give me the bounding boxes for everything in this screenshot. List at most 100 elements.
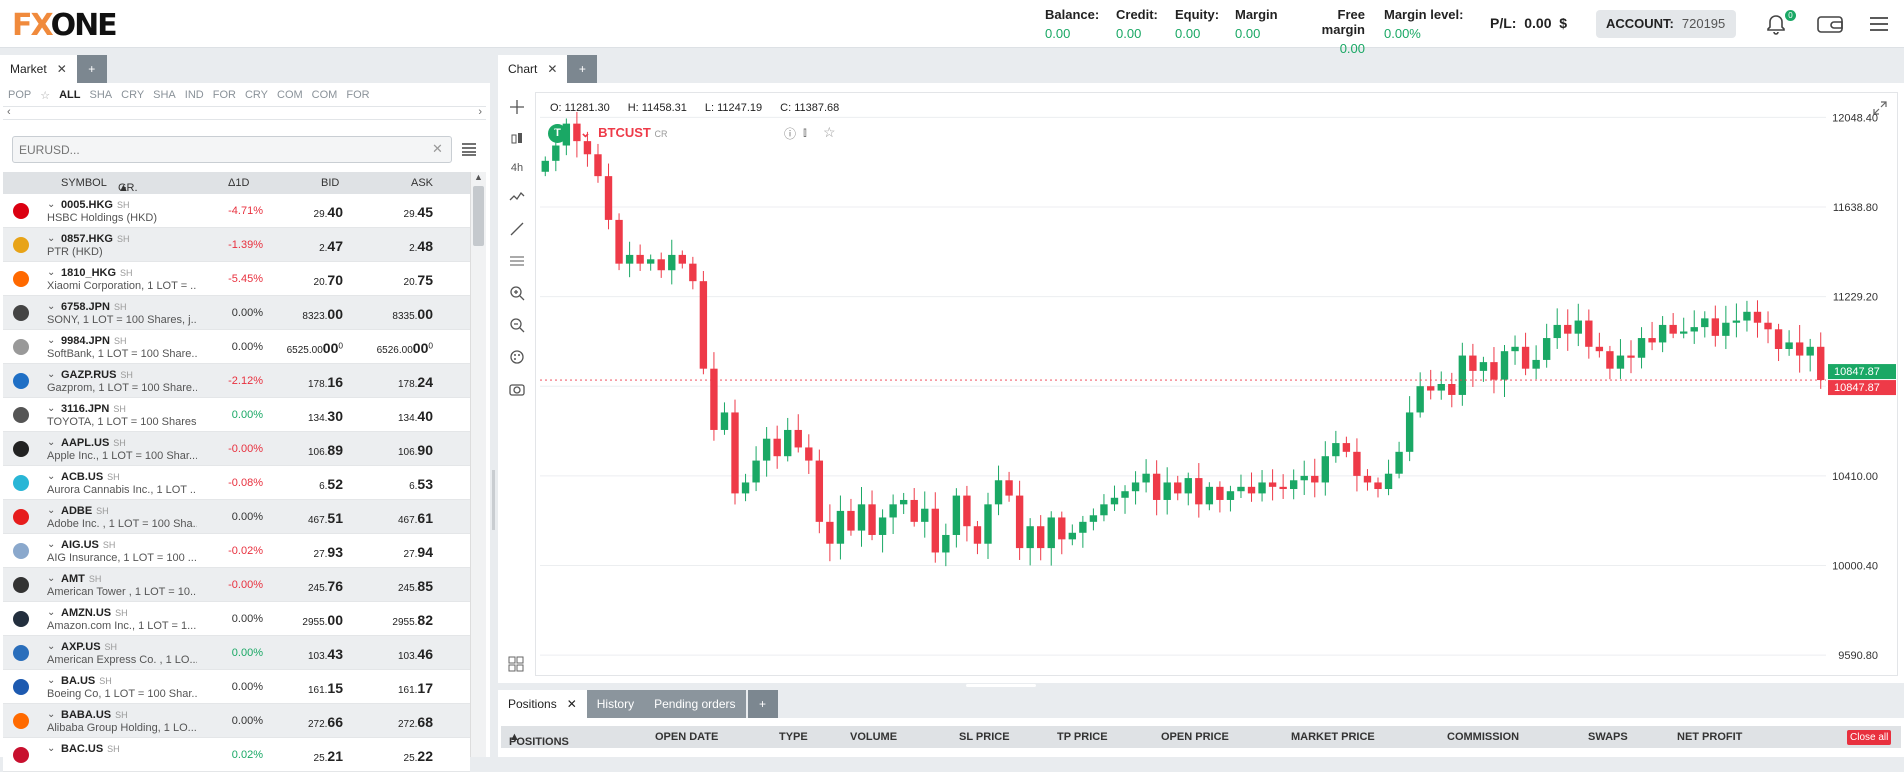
table-row[interactable]: ⌄ AXP.US SH American Express Co. , 1 LO... 0… xyxy=(3,636,470,670)
row-ask[interactable]: 8335.00 xyxy=(392,306,433,322)
filter-scrollbar[interactable]: ‹ › xyxy=(3,106,486,120)
table-row[interactable]: ⌄ BAC.US SH 0.02% 25.21 25.22 xyxy=(3,738,470,772)
fibonacci-icon[interactable] xyxy=(509,245,525,277)
row-bid[interactable]: 161.15 xyxy=(307,680,343,696)
col-bid[interactable]: BID xyxy=(321,177,340,189)
expand-chevron-icon[interactable]: ⌄ xyxy=(47,437,56,448)
filter-item[interactable]: COM xyxy=(311,89,338,101)
col-ask[interactable]: ASK xyxy=(411,177,434,189)
expand-chevron-icon[interactable]: ⌄ xyxy=(47,233,56,244)
camera-icon[interactable] xyxy=(509,373,525,405)
add-tab-button[interactable]: + xyxy=(76,55,107,83)
expand-chevron-icon[interactable]: ⌄ xyxy=(47,301,56,312)
compare-icon[interactable]: ⫾ xyxy=(803,125,807,139)
table-row[interactable]: ⌄ GAZP.RUS SH Gazprom, 1 LOT = 100 Share...… xyxy=(3,364,470,398)
symbol-selector[interactable]: ⌄ BTCUST CR xyxy=(580,125,668,140)
brand-logo[interactable]: FXONE xyxy=(12,8,118,43)
table-row[interactable]: ⌄ 0005.HKG SH HSBC Holdings (HKD) -4.71% 29.4… xyxy=(3,194,470,228)
wallet-icon[interactable] xyxy=(1815,12,1845,36)
panel-splitter[interactable] xyxy=(966,684,1036,687)
col-net-profit[interactable]: NET PROFIT xyxy=(1677,731,1743,743)
palette-icon[interactable] xyxy=(509,341,525,373)
clear-icon[interactable]: ✕ xyxy=(432,141,443,156)
account-selector[interactable]: ACCOUNT: 720195 xyxy=(1596,10,1736,38)
row-ask[interactable]: 161.17 xyxy=(397,680,433,696)
expand-chevron-icon[interactable]: ⌄ xyxy=(47,607,56,618)
expand-chevron-icon[interactable]: ⌄ xyxy=(47,505,56,516)
filter-item[interactable]: SHA xyxy=(153,89,176,101)
filter-pop[interactable]: POP xyxy=(8,89,32,101)
row-bid[interactable]: 245.76 xyxy=(307,578,343,594)
row-ask[interactable]: 2955.82 xyxy=(392,612,433,628)
zoom-out-icon[interactable] xyxy=(509,309,525,341)
table-row[interactable]: ⌄ AMT SH American Tower , 1 LOT = 10... -0.0… xyxy=(3,568,470,602)
table-row[interactable]: ⌄ BA.US SH Boeing Co, 1 LOT = 100 Shar... 0.… xyxy=(3,670,470,704)
row-bid[interactable]: 2955.00 xyxy=(302,612,343,628)
table-row[interactable]: ⌄ ADBE SH Adobe Inc. , 1 LOT = 100 Sha... 0.… xyxy=(3,500,470,534)
row-ask[interactable]: 27.94 xyxy=(403,544,433,560)
search-input[interactable] xyxy=(12,136,452,163)
col-change[interactable]: Δ1D xyxy=(228,177,250,189)
add-tab-button[interactable]: + xyxy=(747,690,778,718)
expand-chevron-icon[interactable]: ⌄ xyxy=(47,335,56,346)
expand-chevron-icon[interactable]: ⌄ xyxy=(47,539,56,550)
col-commission[interactable]: COMMISSION xyxy=(1447,731,1520,743)
table-row[interactable]: ⌄ AMZN.US SH Amazon.com Inc., 1 LOT = 1... 0… xyxy=(3,602,470,636)
row-bid[interactable]: 106.89 xyxy=(307,442,343,458)
expand-chevron-icon[interactable]: ⌄ xyxy=(47,471,56,482)
close-icon[interactable]: ✕ xyxy=(56,62,67,76)
table-row[interactable]: ⌄ 1810_HKG SH Xiaomi Corporation, 1 LOT = .… xyxy=(3,262,470,296)
filter-item[interactable]: COM xyxy=(277,89,303,101)
star-icon[interactable]: ☆ xyxy=(40,90,51,102)
menu-icon[interactable] xyxy=(1868,14,1890,34)
row-ask[interactable]: 103.46 xyxy=(397,646,433,662)
table-row[interactable]: ⌄ 9984.JPN SH SoftBank, 1 LOT = 100 Share..… xyxy=(3,330,470,364)
row-bid[interactable]: 2.47 xyxy=(319,238,343,254)
table-row[interactable]: ⌄ BABA.US SH Alibaba Group Holding, 1 LO...… xyxy=(3,704,470,738)
candlestick-chart[interactable]: 12048.40 11638.80 11229.20 10410.00 10000.40… xyxy=(536,93,1898,675)
table-row[interactable]: ⌄ 6758.JPN SH SONY, 1 LOT = 100 Shares, j..… xyxy=(3,296,470,330)
list-view-icon[interactable] xyxy=(460,140,478,158)
timeframe-button[interactable]: 4h xyxy=(510,162,524,174)
tab-market[interactable]: Market ✕ xyxy=(0,55,77,83)
row-bid[interactable]: 103.43 xyxy=(307,646,343,662)
col-tp-price[interactable]: TP PRICE xyxy=(1057,731,1108,743)
expand-chevron-icon[interactable]: ⌄ xyxy=(47,743,56,754)
col-open-date[interactable]: OPEN DATE xyxy=(655,731,719,743)
filter-item[interactable]: CRY xyxy=(121,89,145,101)
row-ask[interactable]: 25.22 xyxy=(403,748,433,764)
expand-chevron-icon[interactable]: ⌄ xyxy=(47,199,56,210)
expand-chevron-icon[interactable]: ⌄ xyxy=(47,641,56,652)
filter-item[interactable]: IND xyxy=(184,89,204,101)
expand-chevron-icon[interactable]: ⌄ xyxy=(47,369,56,380)
tab-pending-orders[interactable]: Pending orders xyxy=(644,690,746,718)
expand-chevron-icon[interactable]: ⌄ xyxy=(47,403,56,414)
col-market-price[interactable]: MARKET PRICE xyxy=(1291,731,1375,743)
col-positions[interactable]: POSITIONS ▲ xyxy=(509,731,569,748)
expand-chevron-icon[interactable]: ⌄ xyxy=(47,267,56,278)
row-ask[interactable]: 178.24 xyxy=(397,374,433,390)
chevron-left-icon[interactable]: ‹ xyxy=(7,106,11,118)
row-ask[interactable]: 467.61 xyxy=(397,510,433,526)
panel-resize-handle[interactable] xyxy=(492,470,495,530)
tab-history[interactable]: History xyxy=(586,690,645,718)
scroll-up-icon[interactable]: ▲ xyxy=(474,172,483,182)
filter-item[interactable]: FOR xyxy=(346,89,370,101)
filter-item[interactable]: CRY xyxy=(244,89,268,101)
bell-icon[interactable] xyxy=(1764,12,1788,36)
col-swaps[interactable]: SWAPS xyxy=(1588,731,1628,743)
row-ask[interactable]: 106.90 xyxy=(397,442,433,458)
row-bid[interactable]: 25.21 xyxy=(313,748,343,764)
zoom-in-icon[interactable] xyxy=(509,277,525,309)
row-ask[interactable]: 6.53 xyxy=(409,476,433,492)
row-bid[interactable]: 8323.00 xyxy=(302,306,343,322)
candles-icon[interactable] xyxy=(509,123,525,155)
row-ask[interactable]: 134.40 xyxy=(397,408,433,424)
col-open-price[interactable]: OPEN PRICE xyxy=(1161,731,1229,743)
info-icon[interactable]: ⓘ xyxy=(784,127,797,141)
expand-icon[interactable] xyxy=(1872,100,1888,116)
row-bid[interactable]: 20.70 xyxy=(313,272,343,288)
row-bid[interactable]: 29.40 xyxy=(313,204,343,220)
table-row[interactable]: ⌄ 0857.HKG SH PTR (HKD) -1.39% 2.47 2.48 xyxy=(3,228,470,262)
trendline-icon[interactable] xyxy=(509,213,525,245)
